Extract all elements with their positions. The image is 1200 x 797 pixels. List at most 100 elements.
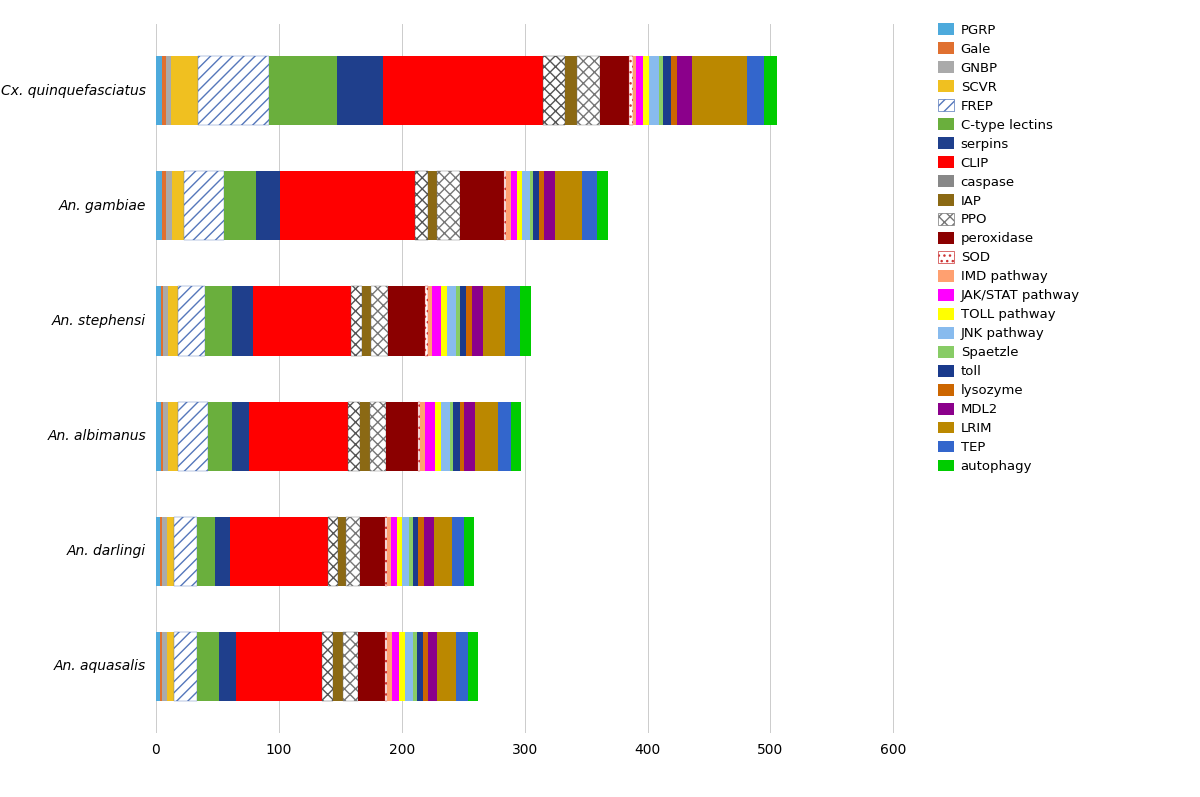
Bar (256, 171, 280, 241)
Bar (162, 516, 167, 586)
Text: An. aquasalis: An. aquasalis (54, 659, 146, 673)
Bar (504, 171, 506, 241)
Bar (437, 171, 460, 241)
Bar (322, 632, 332, 701)
Bar (156, 632, 160, 701)
Bar (464, 516, 474, 586)
Bar (460, 402, 464, 471)
Bar (168, 286, 178, 355)
Bar (539, 171, 545, 241)
Text: Cx. quinquefasciatus: Cx. quinquefasciatus (1, 84, 146, 98)
Bar (392, 632, 400, 701)
Bar (437, 632, 456, 701)
Bar (352, 286, 362, 355)
Bar (328, 516, 338, 586)
Bar (748, 56, 764, 125)
Bar (370, 402, 385, 471)
Bar (197, 632, 218, 701)
Bar (422, 632, 427, 701)
Bar (156, 286, 161, 355)
Bar (358, 632, 384, 701)
Bar (460, 171, 504, 241)
Bar (415, 171, 427, 241)
Bar (649, 56, 659, 125)
Bar (643, 56, 649, 125)
Bar (434, 402, 442, 471)
Bar (170, 56, 198, 125)
Bar (636, 56, 643, 125)
Bar (218, 632, 236, 701)
Bar (198, 56, 269, 125)
Bar (632, 56, 636, 125)
Bar (161, 402, 163, 471)
Bar (517, 171, 522, 241)
Bar (215, 516, 229, 586)
Bar (506, 171, 511, 241)
Bar (178, 286, 205, 355)
Bar (427, 171, 437, 241)
Bar (460, 286, 466, 355)
Bar (185, 171, 223, 241)
Bar (582, 171, 598, 241)
Bar (223, 171, 256, 241)
Bar (425, 402, 434, 471)
Bar (384, 516, 388, 586)
Bar (232, 286, 253, 355)
Bar (520, 286, 530, 355)
Bar (162, 56, 166, 125)
Bar (442, 402, 450, 471)
Bar (511, 171, 517, 241)
Bar (280, 171, 415, 241)
Bar (764, 56, 776, 125)
Bar (472, 286, 482, 355)
Bar (671, 56, 677, 125)
Bar (174, 632, 197, 701)
Bar (162, 632, 167, 701)
Bar (425, 286, 427, 355)
Bar (511, 402, 521, 471)
Bar (163, 402, 168, 471)
Bar (388, 516, 391, 586)
Bar (253, 286, 352, 355)
Bar (160, 516, 162, 586)
Legend: PGRP, Gale, GNBP, SCVR, FREP, C-type lectins, serpins, CLIP, caspase, IAP, PPO, : PGRP, Gale, GNBP, SCVR, FREP, C-type lec… (938, 23, 1080, 473)
Bar (529, 171, 533, 241)
Bar (383, 56, 544, 125)
Bar (468, 632, 478, 701)
Bar (391, 516, 397, 586)
Bar (691, 56, 748, 125)
Bar (600, 56, 629, 125)
Bar (389, 286, 425, 355)
Bar (166, 56, 170, 125)
Bar (168, 402, 178, 471)
Bar (433, 516, 452, 586)
Bar (577, 56, 600, 125)
Bar (413, 516, 418, 586)
Bar (347, 516, 360, 586)
Bar (409, 516, 413, 586)
Bar (343, 632, 358, 701)
Bar (362, 286, 371, 355)
Bar (174, 516, 197, 586)
Bar (397, 516, 402, 586)
Bar (385, 402, 418, 471)
Bar (464, 402, 475, 471)
Text: An. stephensi: An. stephensi (52, 314, 146, 328)
Bar (629, 56, 632, 125)
Text: An. gambiae: An. gambiae (59, 198, 146, 213)
Bar (556, 171, 582, 241)
Bar (475, 402, 498, 471)
Bar (160, 632, 162, 701)
Bar (664, 56, 671, 125)
Bar (456, 286, 460, 355)
Bar (466, 286, 472, 355)
Bar (418, 516, 424, 586)
Bar (161, 286, 163, 355)
Bar (402, 516, 409, 586)
Bar (413, 632, 416, 701)
Bar (545, 171, 556, 241)
Bar (418, 402, 420, 471)
Bar (167, 632, 174, 701)
Bar (427, 286, 432, 355)
Bar (269, 56, 337, 125)
